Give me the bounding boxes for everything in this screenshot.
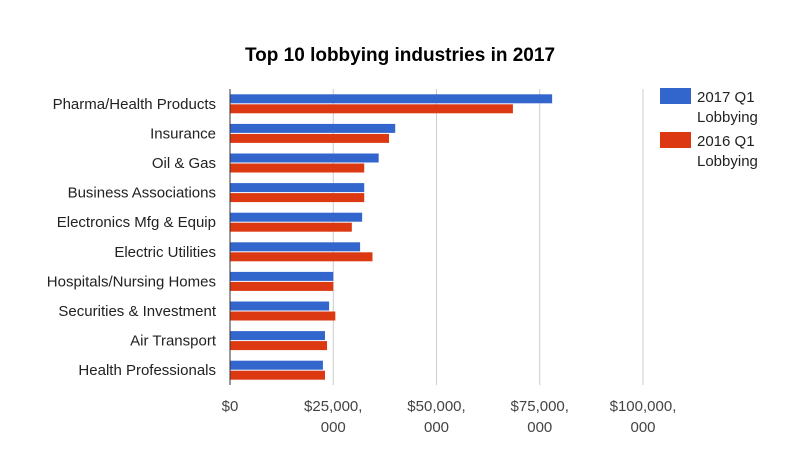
x-tick-label-0: $0 (222, 398, 239, 415)
bar-series2-9 (230, 370, 325, 380)
x-tick-label-2: $50,000, 000 (407, 398, 465, 436)
category-label-9: Health Professionals (78, 362, 216, 379)
bar-series1-9 (230, 360, 323, 370)
legend-swatch-0 (660, 88, 691, 104)
category-label-0: Pharma/Health Products (53, 96, 216, 113)
gridlines (332, 89, 644, 385)
x-axis-ticks: $0 $25,000, 000 $50,000, 000 $75,000, 000 $100,… (222, 398, 677, 436)
category-label-5: Electric Utilities (114, 244, 216, 261)
bar-series2-3 (230, 193, 365, 203)
category-label-8: Air Transport (130, 333, 217, 350)
bar-series2-5 (230, 252, 373, 262)
bar-series1-7 (230, 301, 330, 311)
bar-series1-6 (230, 271, 334, 281)
bar-series2-8 (230, 341, 328, 351)
bar-series1-2 (230, 153, 379, 163)
category-label-7: Securities & Investment (58, 303, 216, 320)
legend-label-1: 2016 Q1 Lobbying (697, 133, 758, 170)
bar-series2-7 (230, 311, 336, 321)
legend-swatch-1 (660, 132, 691, 148)
bar-series2-0 (230, 104, 513, 114)
bar-series1-0 (230, 94, 553, 104)
bar-series1-4 (230, 212, 363, 222)
x-tick-label-1: $25,000, 000 (304, 398, 362, 436)
bar-series2-4 (230, 222, 352, 232)
legend-label-0: 2017 Q1 Lobbying (697, 89, 758, 126)
x-tick-label-4: $100,000, 000 (610, 398, 677, 436)
x-tick-label-3: $75,000, 000 (511, 398, 569, 436)
bar-series1-1 (230, 123, 396, 133)
bars (230, 94, 553, 380)
chart-title: Top 10 lobbying industries in 2017 (245, 45, 555, 66)
category-label-6: Hospitals/Nursing Homes (47, 273, 216, 290)
bar-series2-6 (230, 281, 334, 291)
category-label-2: Oil & Gas (152, 155, 216, 172)
category-label-4: Electronics Mfg & Equip (57, 214, 216, 231)
legend: 2017 Q1 Lobbying 2016 Q1 Lobbying (660, 88, 758, 170)
bar-series1-3 (230, 183, 365, 193)
category-label-3: Business Associations (68, 185, 216, 202)
bar-series2-1 (230, 133, 390, 143)
bar-series2-2 (230, 163, 365, 173)
bar-series1-8 (230, 331, 325, 341)
category-label-1: Insurance (150, 125, 216, 142)
bar-series1-5 (230, 242, 361, 252)
category-labels: Pharma/Health Products Insurance Oil & Gas… (47, 96, 217, 379)
